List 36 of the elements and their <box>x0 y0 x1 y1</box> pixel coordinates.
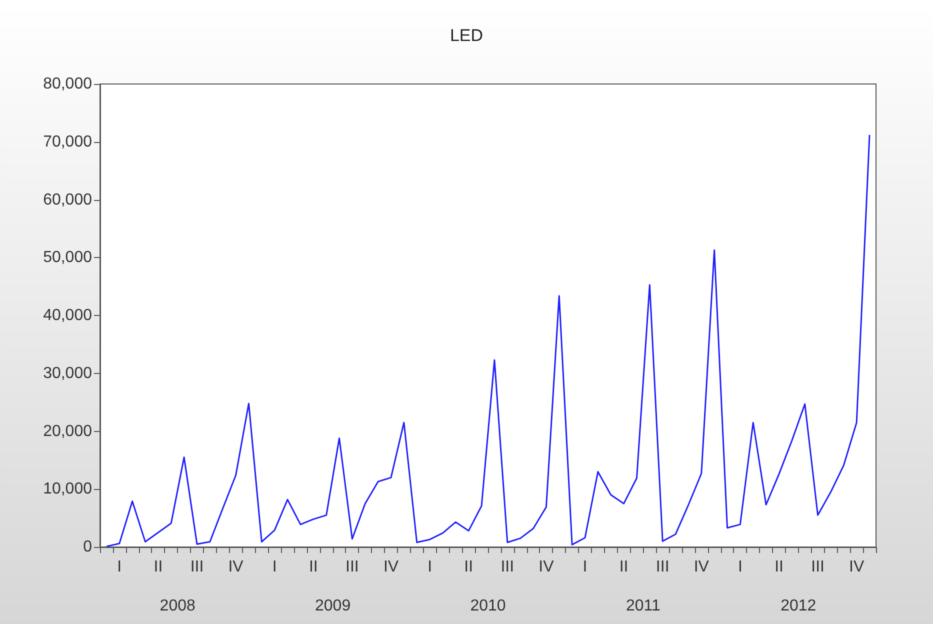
x-tick-label: IV <box>849 558 864 576</box>
text: 2010 <box>470 598 506 614</box>
x-tick-label: II <box>464 558 474 576</box>
x-tick-label: II <box>308 558 318 576</box>
y-tick-label: 60,000 <box>43 191 92 208</box>
y-tick-label: 80,000 <box>43 76 92 92</box>
line-series <box>106 134 870 548</box>
y-tick-label: 50,000 <box>43 249 92 266</box>
text: 2012 <box>780 598 816 614</box>
text: 2011 <box>626 598 661 614</box>
text: 2009 <box>315 598 351 614</box>
x-tick-label: I <box>272 558 277 576</box>
x-tick-label: III <box>500 558 514 576</box>
x-tick-label: I <box>582 558 588 576</box>
x-tick-label: IV <box>694 558 710 576</box>
x-tick-label: IV <box>383 558 399 576</box>
x-tick-label: III <box>346 558 359 576</box>
x-tick-label: III <box>811 558 824 576</box>
y-tick-label: 40,000 <box>43 307 92 324</box>
x-tick-label: II <box>774 558 784 576</box>
y-tick-label: 10,000 <box>43 480 92 498</box>
text: 2008 <box>160 598 196 614</box>
x-tick-label: I <box>738 558 742 576</box>
y-tick-label: 30,000 <box>43 364 92 382</box>
x-tick-label: III <box>656 558 670 576</box>
x-tick-label: IV <box>228 558 244 576</box>
chart-title: LED <box>450 26 484 45</box>
x-tick-label: IV <box>538 558 554 576</box>
y-tick-label: 20,000 <box>43 422 92 440</box>
x-tick-label: I <box>117 558 122 576</box>
y-tick-label: 0 <box>83 538 92 556</box>
x-tick-label: II <box>154 558 163 576</box>
y-tick-label: 70,000 <box>43 133 92 150</box>
x-tick-label: I <box>428 558 432 576</box>
x-tick-label: II <box>619 558 628 576</box>
x-tick-label: III <box>190 558 204 576</box>
